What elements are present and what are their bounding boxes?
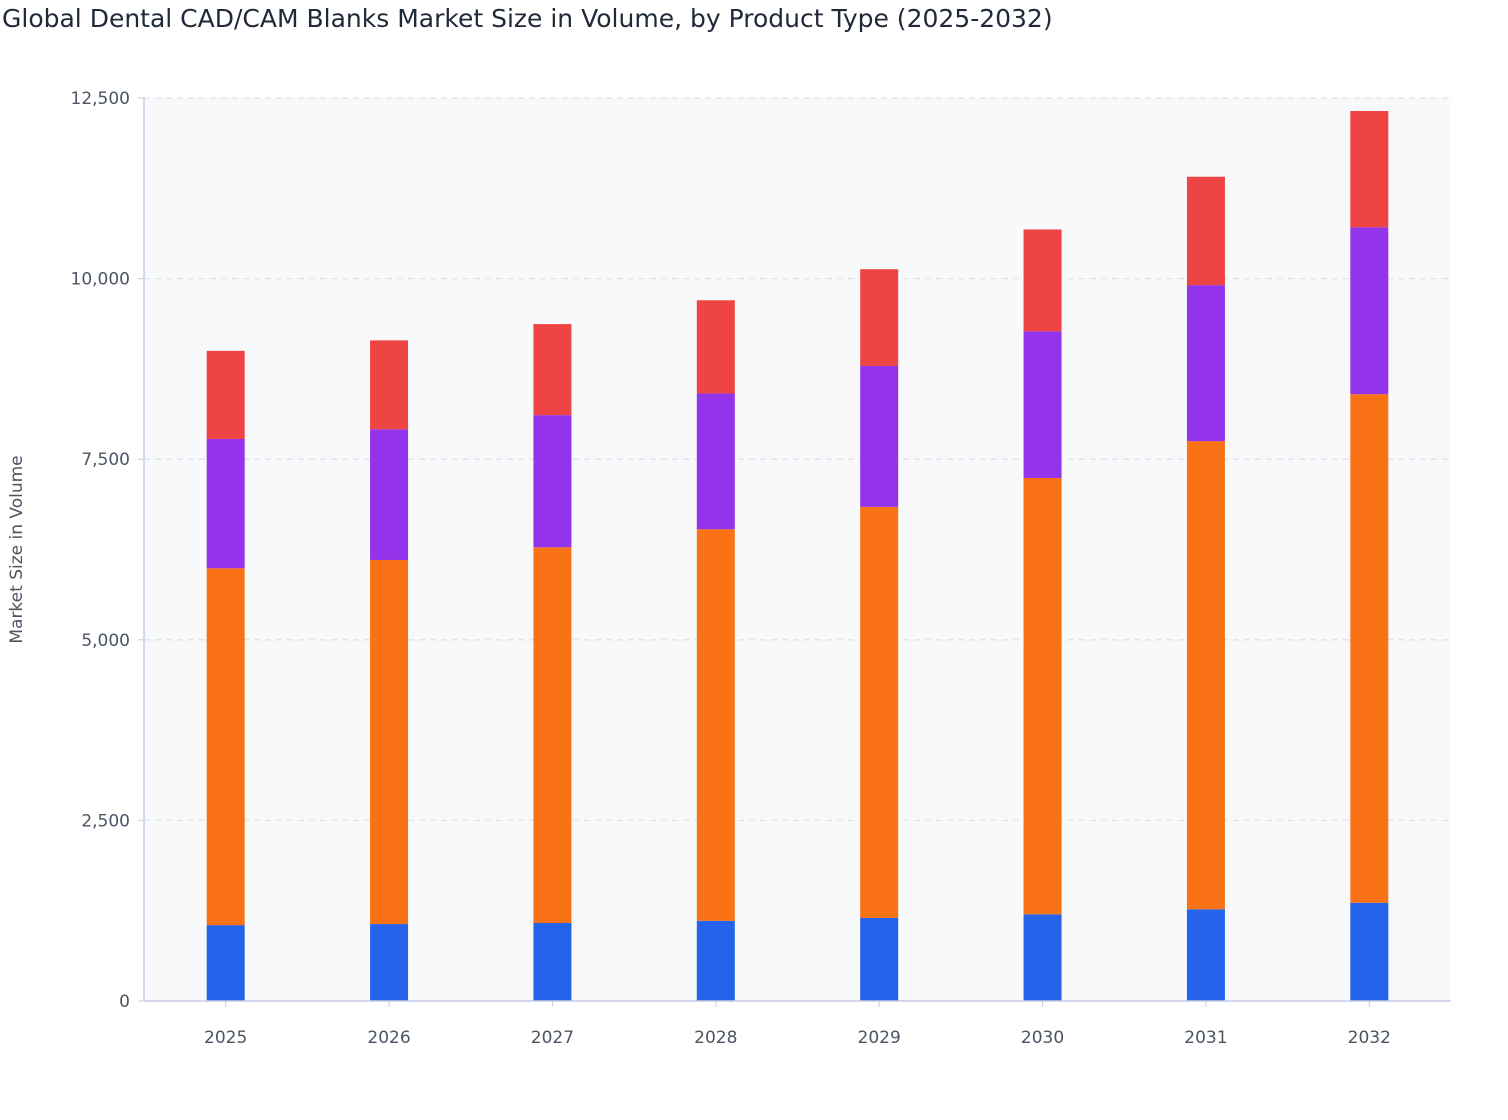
bar-segment-2026-series-3	[370, 429, 409, 560]
bar-segment-2030-series-2	[1023, 477, 1062, 915]
bar-segment-2031-series-1	[1186, 909, 1225, 1001]
bar-segment-2030-series-3	[1023, 331, 1062, 478]
bar-segment-2028-series-1	[696, 920, 735, 1001]
bar-segment-2029-series-1	[860, 917, 899, 1001]
bar-segment-2027-series-4	[533, 324, 572, 416]
bar-segment-2032-series-4	[1350, 111, 1389, 228]
bar-segment-2032-series-2	[1350, 394, 1389, 903]
bar-segment-2025-series-3	[206, 438, 245, 569]
y-tick-label: 5,000	[81, 631, 130, 651]
bar-segment-2029-series-2	[860, 506, 899, 918]
y-tick-label: 7,500	[81, 450, 130, 470]
x-tick-label: 2025	[204, 1028, 247, 1048]
bar-segment-2032-series-1	[1350, 902, 1389, 1001]
bar-segment-2029-series-4	[860, 269, 899, 367]
bar-segment-2026-series-4	[370, 340, 409, 430]
bar-segment-2028-series-4	[696, 300, 735, 394]
y-tick-label: 2,500	[81, 811, 130, 831]
bar-segment-2027-series-2	[533, 547, 572, 923]
chart-title: Global Dental CAD/CAM Blanks Market Size…	[2, 4, 1053, 33]
y-axis-label: Market Size in Volume	[7, 455, 27, 643]
bar-segment-2027-series-1	[533, 922, 572, 1001]
bar-segment-2030-series-4	[1023, 229, 1062, 332]
bar-segment-2031-series-4	[1186, 176, 1225, 286]
y-tick-label: 10,000	[71, 270, 130, 290]
bar-segment-2025-series-4	[206, 350, 245, 439]
x-tick-label: 2029	[858, 1028, 901, 1048]
bar-segment-2027-series-3	[533, 415, 572, 548]
bar-segment-2031-series-3	[1186, 285, 1225, 442]
bar-segment-2030-series-1	[1023, 914, 1062, 1001]
x-tick-label: 2028	[694, 1028, 737, 1048]
bar-segment-2025-series-2	[206, 568, 245, 926]
y-tick-label: 0	[119, 992, 130, 1012]
plot-background	[144, 98, 1451, 1001]
bar-segment-2026-series-2	[370, 559, 409, 925]
bar-segment-2028-series-3	[696, 393, 735, 530]
y-tick-label: 12,500	[71, 89, 130, 109]
bar-segment-2031-series-2	[1186, 441, 1225, 910]
bar-segment-2029-series-3	[860, 366, 899, 507]
bar-segment-2025-series-1	[206, 925, 245, 1001]
x-tick-label: 2031	[1184, 1028, 1227, 1048]
x-tick-label: 2032	[1348, 1028, 1391, 1048]
bar-segment-2026-series-1	[370, 924, 409, 1001]
x-tick-label: 2027	[531, 1028, 574, 1048]
x-tick-label: 2026	[367, 1028, 410, 1048]
x-tick-label: 2030	[1021, 1028, 1064, 1048]
bar-segment-2032-series-3	[1350, 227, 1389, 395]
bar-segment-2028-series-2	[696, 529, 735, 921]
